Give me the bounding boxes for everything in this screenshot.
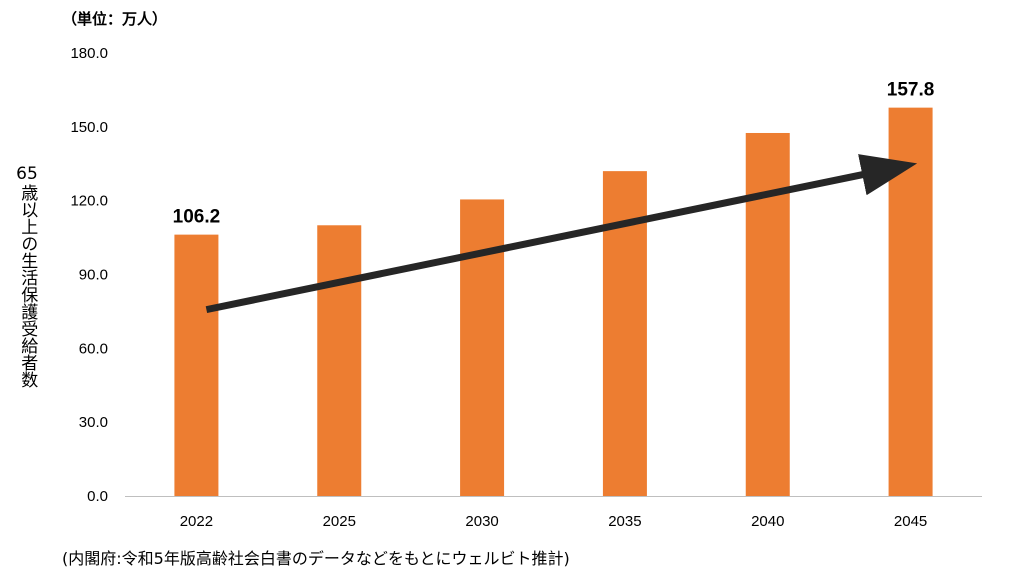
bar bbox=[174, 234, 219, 496]
x-tick-label: 2025 bbox=[323, 513, 356, 530]
x-tick-label: 2040 bbox=[751, 513, 784, 530]
data-label: 157.8 bbox=[887, 80, 935, 101]
y-tick-label: 90.0 bbox=[79, 267, 108, 284]
unit-label: （単位：万人） bbox=[62, 10, 168, 28]
y-tick-label: 120.0 bbox=[70, 193, 108, 210]
x-tick-label: 2045 bbox=[894, 513, 927, 530]
data-label: 106.2 bbox=[173, 207, 221, 228]
y-tick-label: 150.0 bbox=[70, 119, 108, 136]
y-tick-label: 30.0 bbox=[79, 414, 108, 431]
y-tick-label: 60.0 bbox=[79, 340, 108, 357]
bar bbox=[317, 225, 362, 496]
trend-arrow bbox=[205, 154, 918, 314]
y-axis-label-number: 65 bbox=[16, 164, 38, 184]
y-axis-label-text: 歳以上の生活保護受給者数 bbox=[17, 183, 38, 388]
y-tick-label: 180.0 bbox=[70, 45, 108, 62]
y-axis-label: 65 歳以上の生活保護受給者数 bbox=[14, 165, 40, 388]
source-note: (内閣府:令和5年版高齢社会白書のデータなどをもとにウェルビト推計) bbox=[62, 549, 570, 568]
x-tick-label: 2035 bbox=[608, 513, 641, 530]
x-tick-label: 2030 bbox=[465, 513, 498, 530]
y-tick-label: 0.0 bbox=[87, 488, 108, 505]
bar bbox=[460, 199, 505, 497]
x-tick-label: 2022 bbox=[180, 513, 213, 530]
